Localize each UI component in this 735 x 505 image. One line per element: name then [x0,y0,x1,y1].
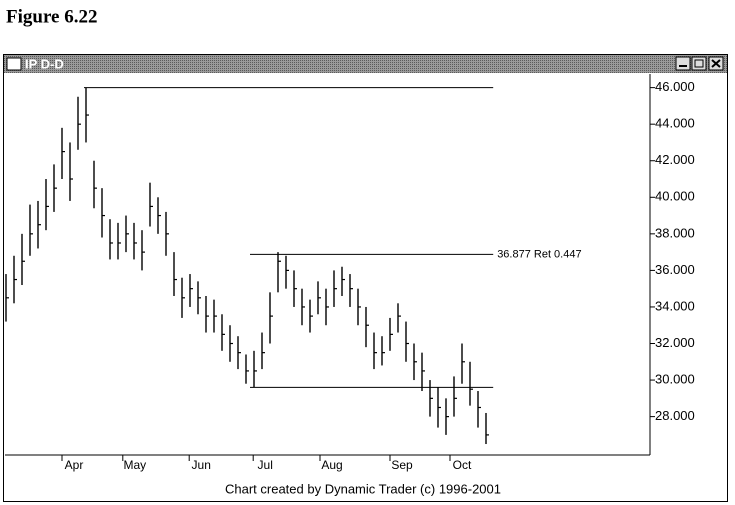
x-tick-label: Jun [192,458,211,472]
y-tick-label: 28.000 [655,408,695,423]
maximize-glyph [694,59,704,68]
maximize-button[interactable] [691,56,707,71]
minimize-button[interactable] [675,56,691,71]
y-tick-label: 46.000 [655,79,695,94]
window-icon [6,57,22,71]
y-tick-label: 32.000 [655,335,695,350]
y-tick-label: 42.000 [655,152,695,167]
window-buttons[interactable] [675,56,724,71]
footer: Chart created by Dynamic Trader (c) 1996… [225,481,501,496]
level-label: 36.877 Ret 0.447 [497,248,581,260]
x-tick-label: Apr [65,458,84,472]
x-tick-label: Sep [391,458,413,472]
x-tick-label: May [123,458,146,472]
close-glyph [711,59,721,68]
figure-title: Figure 6.22 [6,6,97,27]
y-tick-label: 40.000 [655,189,695,204]
title-bar [4,55,727,73]
x-tick-label: Oct [453,458,472,472]
y-tick-label: 36.000 [655,262,695,277]
y-tick-label: 34.000 [655,298,695,313]
y-tick-label: 44.000 [655,116,695,131]
y-tick-label: 38.000 [655,225,695,240]
x-tick-label: Aug [321,458,342,472]
window-title: IP D-D [25,56,64,71]
window-frame [3,54,728,502]
y-tick-label: 30.000 [655,371,695,386]
x-tick-label: Jul [258,458,273,472]
